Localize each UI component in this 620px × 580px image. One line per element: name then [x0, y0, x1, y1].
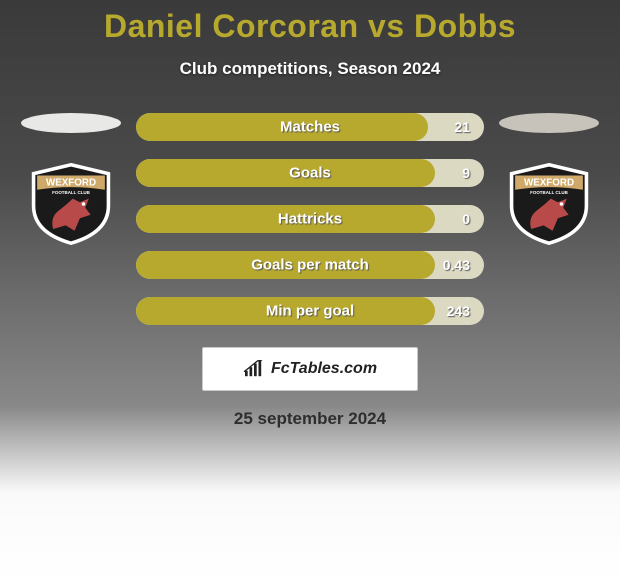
stat-label: Goals	[289, 165, 331, 182]
stat-value-right: 9	[462, 165, 470, 181]
stat-value-right: 21	[454, 119, 470, 135]
subtitle: Club competitions, Season 2024	[0, 59, 620, 79]
stat-label: Min per goal	[266, 303, 354, 320]
source-logo: FcTables.com	[202, 347, 418, 391]
left-ellipse	[21, 113, 121, 133]
stat-value-right: 243	[447, 303, 470, 319]
badge-right-sub: FOOTBALL CLUB	[530, 190, 568, 195]
bar-chart-icon	[243, 360, 265, 378]
stat-bar: Hattricks 0	[136, 205, 484, 233]
badge-left-name: WEXFORD	[46, 177, 96, 188]
stat-bar: Min per goal 243	[136, 297, 484, 325]
page-title: Daniel Corcoran vs Dobbs	[0, 8, 620, 45]
stat-bar: Goals 9	[136, 159, 484, 187]
date-label: 25 september 2024	[0, 409, 620, 429]
badge-right-name: WEXFORD	[524, 177, 574, 188]
source-logo-text: FcTables.com	[271, 360, 377, 378]
team-badge-right: WEXFORD FOOTBALL CLUB	[504, 163, 594, 245]
stat-value-right: 0.43	[443, 257, 470, 273]
stat-label: Goals per match	[251, 257, 369, 274]
badge-left-sub: FOOTBALL CLUB	[52, 190, 90, 195]
stat-label: Hattricks	[278, 211, 342, 228]
team-badge-left: WEXFORD FOOTBALL CLUB	[26, 163, 116, 245]
stat-value-right: 0	[462, 211, 470, 227]
stat-bar-fill	[136, 159, 435, 187]
stat-bar: Matches 21	[136, 113, 484, 141]
stat-label: Matches	[280, 119, 340, 136]
right-ellipse	[499, 113, 599, 133]
stats-bars: Matches 21 Goals 9 Hattricks 0 Goals per match…	[136, 113, 484, 325]
stat-bar: Goals per match 0.43	[136, 251, 484, 279]
